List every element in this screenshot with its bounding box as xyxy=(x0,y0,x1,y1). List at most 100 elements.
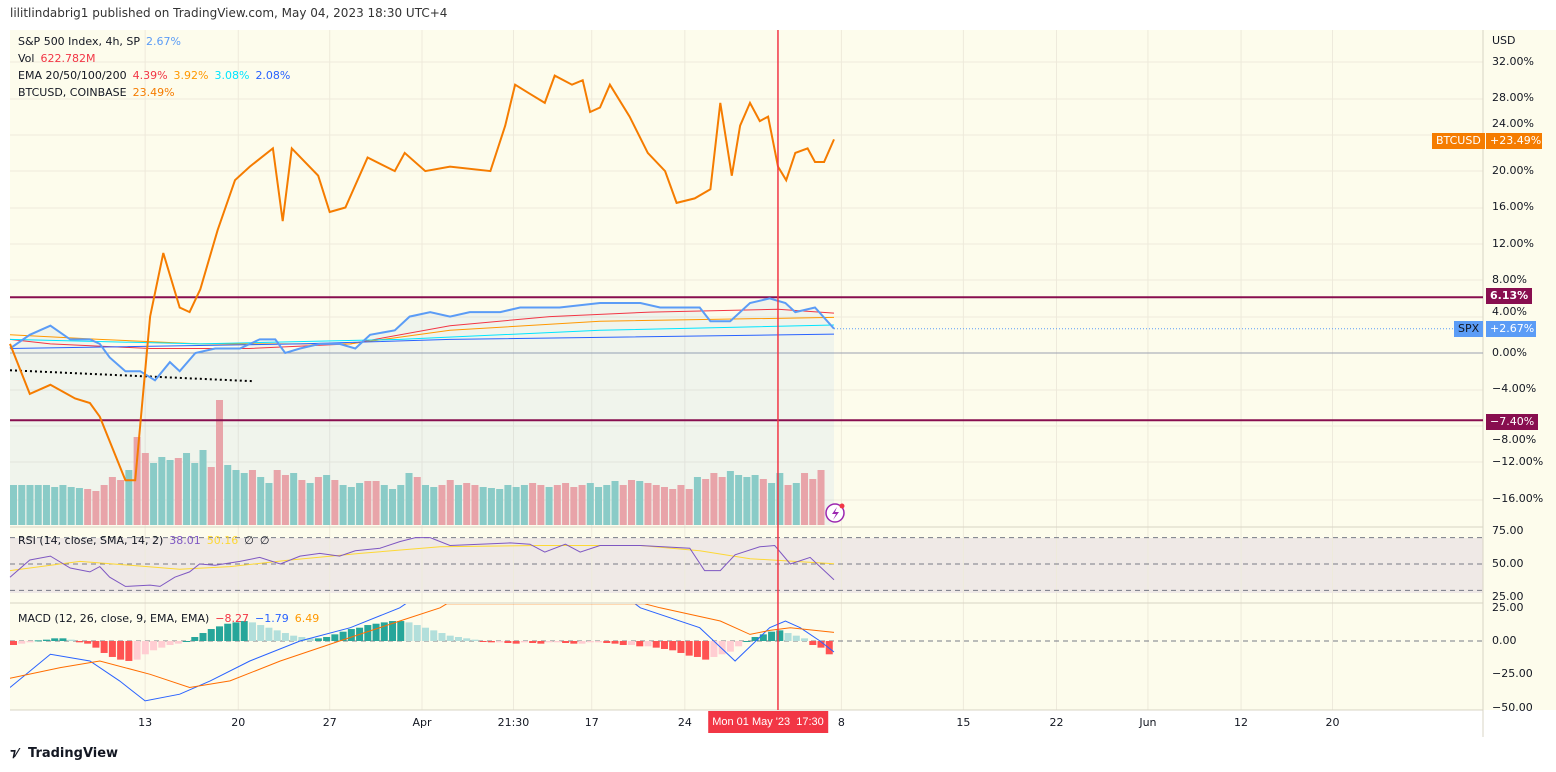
legend-volume[interactable]: Vol 622.782M xyxy=(18,52,95,65)
macd-histogram-bar xyxy=(520,641,528,643)
volume-bar xyxy=(479,487,487,525)
legend-btc[interactable]: BTCUSD, COINBASE 23.49% xyxy=(18,86,175,99)
volume-bar xyxy=(759,479,767,525)
legend-ema50-value: 3.92% xyxy=(173,69,209,82)
volume-bar xyxy=(133,437,141,525)
legend-main[interactable]: S&P 500 Index, 4h, SP 2.67% xyxy=(18,35,181,48)
crosshair-date: Mon 01 May '23 xyxy=(712,716,791,728)
volume-bar xyxy=(75,488,83,525)
macd-histogram-bar xyxy=(636,641,644,647)
time-tick-label: 24 xyxy=(677,716,692,729)
macd-histogram-bar xyxy=(751,637,759,641)
volume-bar xyxy=(463,483,471,525)
price-tick-label: 12.00% xyxy=(1492,236,1534,250)
volume-bar xyxy=(150,463,158,525)
volume-bar xyxy=(216,400,223,525)
macd-histogram-bar xyxy=(26,641,34,643)
volume-bar xyxy=(273,470,281,525)
volume-bar xyxy=(504,485,512,525)
price-tick-label: 24.00% xyxy=(1492,116,1534,130)
legend-btc-value: 23.49% xyxy=(132,86,175,99)
macd-histogram-bar xyxy=(174,641,182,644)
macd-histogram-bar xyxy=(677,641,685,653)
volume-bar xyxy=(784,485,792,525)
macd-histogram-bar xyxy=(669,641,677,651)
tradingview-logo[interactable]: ⁊⁄ TradingView xyxy=(10,746,118,761)
macd-tick-label: −50.00 xyxy=(1492,700,1533,714)
legend-macd-title: MACD (12, 26, close, 9, EMA, EMA) xyxy=(18,612,210,625)
macd-histogram-bar xyxy=(422,627,429,641)
macd-histogram-bar xyxy=(232,622,240,641)
macd-histogram-bar xyxy=(133,641,141,660)
volume-bar xyxy=(586,483,594,525)
legend-ema-title: EMA 20/50/100/200 xyxy=(18,69,127,82)
legend-vol-value: 622.782M xyxy=(40,52,96,65)
legend-rsi-upper: ∅ xyxy=(244,534,254,547)
macd-histogram-bar xyxy=(652,641,660,648)
macd-histogram-bar xyxy=(743,641,751,642)
legend-rsi-value: 38.01 xyxy=(169,534,201,547)
macd-histogram-bar xyxy=(306,638,314,641)
volume-bar xyxy=(520,485,528,525)
rsi-sma-line xyxy=(9,545,835,572)
macd-histogram-bar xyxy=(759,634,767,641)
macd-histogram-bar xyxy=(117,641,125,660)
macd-histogram-bar xyxy=(265,627,273,641)
time-tick-label: 27 xyxy=(322,716,337,729)
macd-histogram-bar xyxy=(248,622,256,641)
macd-histogram-bar xyxy=(92,641,100,648)
volume-bar xyxy=(611,481,619,525)
legend-macd[interactable]: MACD (12, 26, close, 9, EMA, EMA) −8.27 −1… xyxy=(18,612,319,625)
macd-histogram-bar xyxy=(553,641,561,643)
macd-histogram-bar xyxy=(183,641,191,642)
volume-bar xyxy=(265,483,273,525)
macd-tick-label: 25.00 xyxy=(1492,600,1524,614)
legend-rsi[interactable]: RSI (14, close, SMA, 14, 2) 38.01 50.16 ∅ ∅ xyxy=(18,534,269,547)
macd-histogram-bar xyxy=(801,638,809,641)
volume-bar xyxy=(281,475,289,525)
volume-bar xyxy=(660,487,668,525)
publish-header: lilitlindabrig1 published on TradingView… xyxy=(10,6,448,20)
volume-bar xyxy=(397,485,405,525)
price-tick-label: 20.00% xyxy=(1492,164,1534,178)
volume-bar xyxy=(809,479,817,525)
macd-histogram-bar xyxy=(364,625,372,641)
macd-histogram-bar xyxy=(545,641,553,643)
btc-name-tag: BTCUSD xyxy=(1432,133,1485,149)
macd-histogram-bar xyxy=(776,630,784,641)
volume-bar xyxy=(331,480,339,525)
macd-histogram-bar xyxy=(372,623,380,641)
macd-histogram-bar xyxy=(438,633,446,641)
macd-histogram-bar xyxy=(611,641,619,644)
volume-bar xyxy=(224,465,232,525)
macd-histogram-bar xyxy=(100,641,108,653)
volume-bar xyxy=(529,483,537,525)
volume-bar xyxy=(413,477,421,525)
volume-bar xyxy=(545,487,553,525)
volume-bar xyxy=(240,473,248,525)
volume-bar xyxy=(232,470,240,525)
macd-line xyxy=(10,604,835,702)
lightning-glyph xyxy=(832,507,839,520)
time-tick-label: 13 xyxy=(138,716,153,729)
macd-histogram-bar xyxy=(817,641,825,648)
volume-bar xyxy=(389,489,397,525)
volume-bar xyxy=(430,487,438,525)
tv-logo-icon: ⁊⁄ xyxy=(10,746,19,760)
axis-currency[interactable]: USD xyxy=(1492,34,1516,47)
volume-bar xyxy=(323,475,331,525)
spx-name-tag: SPX xyxy=(1454,321,1484,337)
macd-histogram-bar xyxy=(693,641,701,657)
price-tick-label: −4.00% xyxy=(1492,382,1537,396)
spx-line xyxy=(9,297,835,382)
macd-histogram-bar xyxy=(809,641,817,645)
macd-histogram-bar xyxy=(380,622,388,641)
legend-ema[interactable]: EMA 20/50/100/200 4.39% 3.92% 3.08% 2.08% xyxy=(18,69,290,82)
spx-area-fill xyxy=(10,298,834,525)
volume-bar xyxy=(792,483,800,525)
volume-bar xyxy=(685,489,693,525)
macd-signal-line xyxy=(10,604,835,689)
volume-bar xyxy=(512,487,520,525)
macd-histogram-bar xyxy=(150,641,158,651)
